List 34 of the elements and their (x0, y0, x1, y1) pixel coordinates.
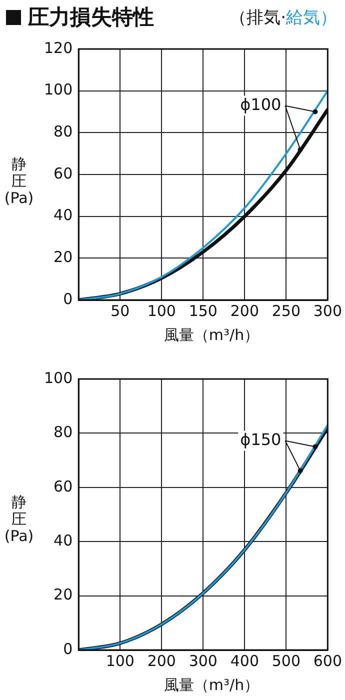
y-tick-label: 80 (54, 122, 73, 141)
x-axis-title: 風量（m³/h） (162, 676, 260, 695)
x-tick-label: 50 (110, 302, 130, 320)
y-tick-label: 20 (54, 248, 73, 266)
x-tick-label: 100 (147, 302, 176, 320)
y-tick-label: 20 (54, 586, 73, 604)
y-tick-label: 40 (54, 531, 73, 550)
x-tick-label: 200 (147, 652, 176, 670)
annotation: ϕ150 (240, 430, 282, 449)
y-tick-label: 100 (44, 80, 73, 99)
y-tick-label: 0 (63, 290, 73, 308)
y-tick-label: 60 (54, 477, 73, 496)
x-axis-title: 風量（m³/h） (162, 326, 260, 345)
x-tick-label: 150 (188, 302, 218, 320)
text: 給気） (286, 8, 337, 28)
y-tick-label: 100 (44, 368, 73, 387)
y-tick-label: 80 (54, 423, 73, 442)
y-axis-title: 静圧(Pa) (3, 493, 35, 546)
x-tick-label: 300 (188, 652, 218, 670)
x-tick-label: 600 (313, 652, 342, 670)
x-tick-label: 200 (230, 302, 259, 320)
x-tick-label: 300 (313, 302, 342, 320)
text: （排気· (230, 8, 286, 28)
y-axis-title: 静圧(Pa) (3, 154, 35, 207)
chart-title: 圧力損失特性 (28, 4, 154, 31)
x-tick-label: 100 (106, 652, 134, 670)
x-tick-label: 500 (272, 652, 300, 670)
y-tick-label: 120 (44, 38, 73, 57)
x-tick-label: 250 (272, 302, 300, 320)
y-tick-label: 60 (54, 164, 73, 182)
x-tick-label: 400 (230, 652, 259, 670)
annotation: ϕ100 (240, 94, 282, 114)
y-tick-label: 40 (54, 206, 73, 224)
y-tick-label: 0 (63, 640, 73, 658)
